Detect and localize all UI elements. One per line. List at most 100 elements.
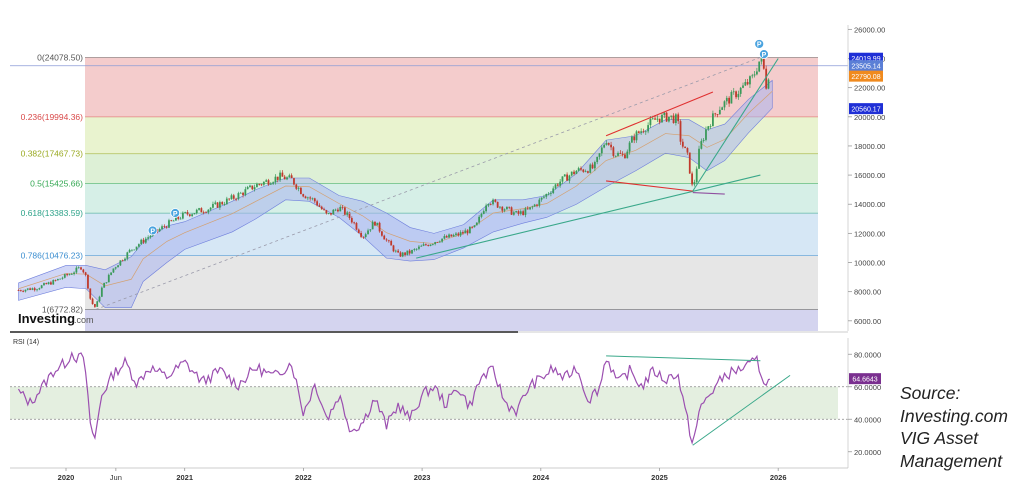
candle-body [112, 268, 115, 273]
candle-body [103, 282, 106, 288]
candle-body [327, 213, 330, 214]
candle-body [107, 274, 110, 283]
candle-body [205, 212, 207, 214]
price-tag-label: 20560.17 [851, 107, 880, 114]
candle-body [589, 164, 592, 173]
candle-body [94, 304, 96, 307]
candle-body [184, 212, 187, 213]
candle-body [705, 129, 707, 140]
candle-body [762, 58, 765, 69]
candle-body [242, 192, 244, 196]
candle-body [637, 131, 640, 133]
candle-body [431, 244, 434, 245]
candle-body [142, 239, 145, 243]
fib-band [85, 309, 818, 331]
candle-body [216, 202, 219, 208]
candle-body [390, 240, 393, 246]
candle-body [110, 272, 113, 275]
candle-body [80, 267, 82, 270]
candle-body [603, 144, 606, 148]
candle-body [198, 208, 200, 210]
candle-body [381, 231, 383, 236]
candle-body [119, 260, 122, 266]
candle-body [392, 245, 395, 252]
candle-body [566, 174, 568, 181]
candle-body [387, 240, 390, 242]
fib-level-label: 1(6772.82) [42, 305, 83, 315]
candle-body [297, 187, 300, 189]
candle-body [515, 211, 518, 213]
candle-body [512, 212, 515, 215]
candle-body [235, 198, 237, 200]
candle-body [212, 203, 214, 208]
fib-level-label: 0.786(10476.23) [21, 251, 84, 261]
price-tag [849, 60, 883, 72]
rsi-band [10, 386, 838, 420]
candle-body [695, 168, 698, 183]
candle-body [29, 288, 31, 290]
candle-body [406, 250, 409, 255]
candle-body [304, 196, 307, 199]
candle-body [633, 136, 636, 141]
candle-body [353, 222, 356, 224]
candle-body [582, 169, 585, 172]
candle-body [330, 213, 332, 215]
candle-body [438, 241, 441, 243]
rsi-tick-label: 60.0000 [854, 383, 881, 392]
candle-body [87, 274, 89, 289]
candle-body [628, 142, 631, 152]
pivot-marker [754, 39, 765, 49]
candle-body [674, 114, 677, 123]
candle-body [223, 204, 226, 205]
candle-body [473, 225, 476, 228]
candle-body [420, 245, 423, 247]
candle-body [371, 221, 374, 230]
rsi-line [17, 351, 771, 445]
time-tick-label: 2025 [651, 473, 668, 482]
candle-body [536, 204, 538, 206]
candle-body [276, 176, 279, 180]
candle-body [311, 198, 314, 200]
candle-body [59, 278, 62, 280]
time-axis: 2020 Jun 2021 2022 2023 2024 2025 2026 [10, 467, 848, 482]
time-tick-label: 2026 [770, 473, 787, 482]
candle-body [540, 197, 543, 200]
trendline [605, 91, 714, 137]
candle-body [163, 226, 166, 228]
candle-body [237, 193, 240, 200]
candle-body [38, 288, 41, 290]
rsi-value-tag [849, 373, 881, 385]
candle-body [573, 171, 575, 175]
candle-body [147, 237, 150, 239]
candle-body [732, 91, 735, 93]
candle-body [758, 61, 761, 72]
candle-body [464, 230, 467, 234]
candle-body [647, 125, 650, 132]
candle-body [688, 152, 691, 174]
candle-body [434, 242, 437, 245]
candle-body [765, 68, 768, 89]
candle-body [348, 212, 351, 219]
candle-body [105, 282, 108, 284]
price-tick-label: 14000.00 [854, 200, 885, 209]
candle-body [149, 235, 152, 238]
candle-body [161, 226, 163, 229]
candle-body [394, 250, 397, 252]
candle-body [265, 180, 268, 182]
time-tick-label: 2023 [414, 473, 431, 482]
candle-body [503, 209, 506, 211]
candle-body [545, 193, 548, 197]
price-tick-label: 12000.00 [854, 229, 885, 238]
candle-body [499, 206, 501, 208]
price-candles [17, 55, 770, 308]
candle-body [482, 211, 485, 214]
candle-body [175, 216, 177, 221]
trendline [95, 56, 761, 310]
candle-body [269, 183, 272, 185]
candle-body [596, 156, 599, 163]
candle-body [66, 274, 69, 276]
candle-body [121, 260, 124, 262]
candle-body [415, 248, 418, 250]
